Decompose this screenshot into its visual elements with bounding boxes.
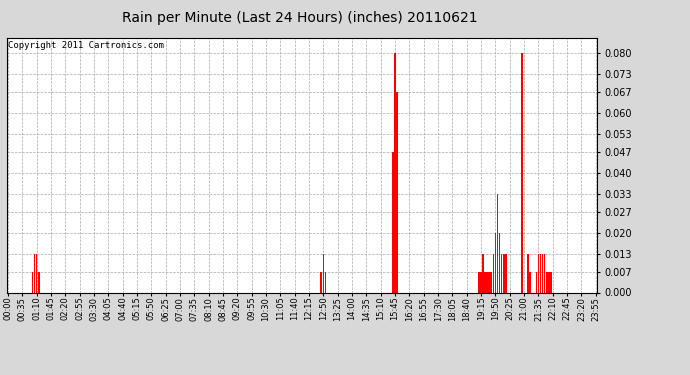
Bar: [478, 272, 480, 292]
Bar: [324, 272, 326, 292]
Bar: [538, 254, 540, 292]
Bar: [484, 272, 486, 292]
Bar: [486, 272, 488, 292]
Bar: [503, 254, 504, 292]
Bar: [527, 254, 529, 292]
Bar: [320, 272, 322, 292]
Bar: [392, 152, 394, 292]
Bar: [521, 53, 523, 292]
Bar: [489, 272, 490, 292]
Bar: [505, 254, 506, 292]
Bar: [546, 272, 548, 292]
Bar: [491, 272, 492, 292]
Bar: [493, 254, 494, 292]
Bar: [480, 272, 482, 292]
Bar: [32, 272, 33, 292]
Bar: [548, 272, 549, 292]
Bar: [499, 233, 500, 292]
Bar: [529, 272, 531, 292]
Bar: [501, 254, 502, 292]
Bar: [535, 272, 538, 292]
Bar: [482, 254, 484, 292]
Bar: [540, 254, 542, 292]
Bar: [36, 254, 37, 292]
Bar: [34, 254, 35, 292]
Text: Copyright 2011 Cartronics.com: Copyright 2011 Cartronics.com: [8, 41, 164, 50]
Bar: [396, 92, 398, 292]
Bar: [542, 254, 544, 292]
Bar: [38, 272, 39, 292]
Text: Rain per Minute (Last 24 Hours) (inches) 20110621: Rain per Minute (Last 24 Hours) (inches)…: [122, 11, 478, 25]
Bar: [394, 53, 396, 292]
Bar: [497, 194, 498, 292]
Bar: [322, 254, 324, 292]
Bar: [495, 233, 496, 292]
Bar: [550, 272, 551, 292]
Bar: [544, 254, 546, 292]
